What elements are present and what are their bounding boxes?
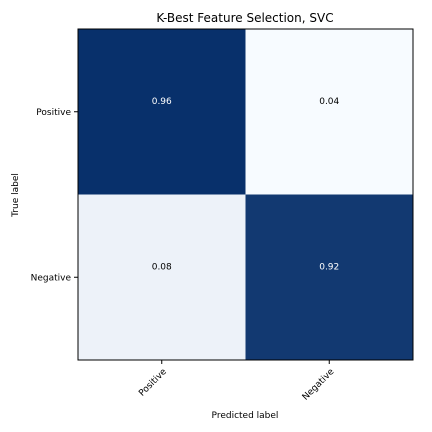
y-tick-label: Positive bbox=[36, 108, 71, 118]
chart-title: K-Best Feature Selection, SVC bbox=[156, 11, 333, 25]
cell-value-label-r1-c0: 0.08 bbox=[152, 262, 172, 272]
cell-value-label-r1-c1: 0.92 bbox=[319, 262, 339, 272]
x-axis-label: Predicted label bbox=[212, 411, 279, 421]
y-tick-label: Negative bbox=[31, 273, 72, 283]
cell-value-label-r0-c0: 0.96 bbox=[152, 97, 172, 107]
heatmap-cell-r0-c0 bbox=[78, 29, 246, 195]
plot-frame bbox=[77, 28, 414, 361]
x-tick-label: Negative bbox=[301, 367, 337, 403]
heatmap-cell-r0-c1 bbox=[245, 29, 413, 195]
heatmap-cell-r1-c1 bbox=[245, 194, 413, 360]
y-axis-label: True label bbox=[11, 173, 21, 218]
x-tick-label: Positive bbox=[137, 367, 169, 399]
cell-value-label-r0-c1: 0.04 bbox=[319, 97, 339, 107]
heatmap-cell-r1-c0 bbox=[78, 194, 246, 360]
